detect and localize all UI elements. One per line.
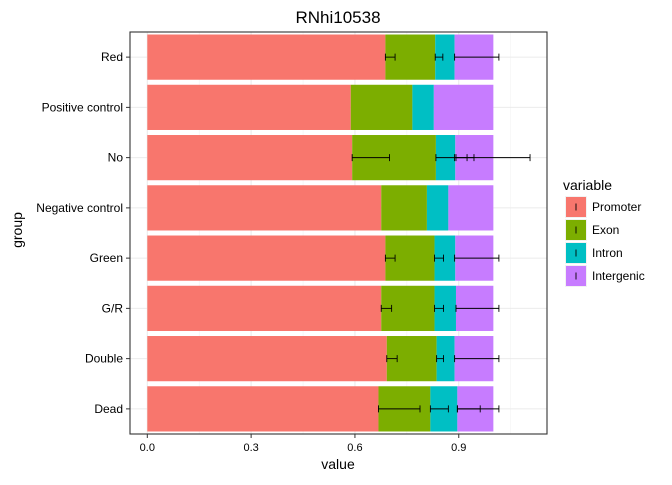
error-bar <box>434 254 444 262</box>
legend-label: Exon <box>592 223 619 237</box>
plot-layer: Red Positive control No Negative control Gre… <box>36 31 548 454</box>
y-tick-label: Double <box>85 352 123 366</box>
legend-title: variable <box>563 177 612 193</box>
bar-intron-double <box>436 336 455 382</box>
error-bar <box>378 405 421 413</box>
x-tick-label: 0.0 <box>140 442 155 454</box>
y-tick-label: Positive control <box>42 100 123 114</box>
legend-label: Intron <box>592 246 623 260</box>
error-bar <box>384 254 396 262</box>
error-bar <box>384 53 396 61</box>
bar-promoter-red <box>147 34 386 80</box>
chart-title: RNhi10538 <box>295 8 380 27</box>
legend-item: Intron <box>565 242 623 264</box>
bar-intron-green <box>434 235 456 281</box>
bar-promoter-positive-control <box>147 84 351 130</box>
error-bar <box>455 304 500 312</box>
error-bar <box>429 405 449 413</box>
error-bar <box>454 53 500 61</box>
bar-intron-positive-control <box>412 84 434 130</box>
legend-item: Promoter <box>565 196 641 218</box>
error-bar <box>351 154 390 162</box>
bar-promoter-g-r <box>147 285 382 331</box>
bar-intron-red <box>435 34 455 80</box>
error-bar <box>434 304 444 312</box>
legend-item: Exon <box>565 219 619 241</box>
y-tick-label: Dead <box>94 402 123 416</box>
bar-intergenic-negative-control <box>448 185 494 231</box>
error-bar <box>434 53 444 61</box>
x-tick-label: 0.3 <box>243 442 258 454</box>
x-tick-label: 0.6 <box>347 442 362 454</box>
y-tick-label: Green <box>90 251 123 265</box>
y-tick-label: G/R <box>102 301 124 315</box>
y-tick-label: Negative control <box>36 201 123 215</box>
error-bar <box>454 254 500 262</box>
y-tick-label: No <box>108 151 124 165</box>
x-tick-label: 0.9 <box>451 442 466 454</box>
y-axis-label: group <box>9 212 25 248</box>
bar-promoter-negative-control <box>147 185 382 231</box>
error-bar <box>455 154 531 162</box>
y-tick-label: Red <box>101 50 123 64</box>
bar-promoter-double <box>147 336 387 382</box>
plot-border <box>129 31 548 435</box>
bar-exon-positive-control <box>350 84 413 130</box>
legend-item: Intergenic <box>565 265 645 287</box>
legend: Promoter Exon Intron Intergenic <box>565 196 645 287</box>
bar-exon-negative-control <box>381 185 427 231</box>
bar-promoter-dead <box>147 386 379 432</box>
bar-promoter-green <box>147 235 386 281</box>
bar-intron-g-r <box>434 285 456 331</box>
error-bar <box>454 355 500 363</box>
bar-intron-negative-control <box>426 185 449 231</box>
error-bar <box>386 355 398 363</box>
bar-intergenic-positive-control <box>433 84 494 130</box>
bar-promoter-no <box>147 135 353 181</box>
legend-label: Promoter <box>592 200 641 214</box>
x-axis-label: value <box>321 456 355 472</box>
error-bar <box>380 304 393 312</box>
error-bar <box>436 355 444 363</box>
error-bar <box>456 405 500 413</box>
legend-label: Intergenic <box>592 269 645 283</box>
